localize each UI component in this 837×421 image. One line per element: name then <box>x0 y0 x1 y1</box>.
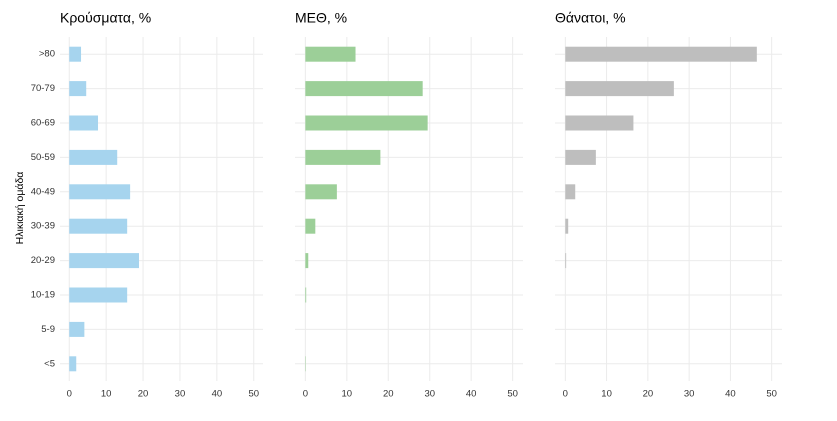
bar <box>69 115 99 131</box>
x-tick-label: 0 <box>67 389 72 400</box>
y-tick-label: 20-29 <box>31 255 55 266</box>
bar <box>305 253 309 269</box>
y-axis-label: Ηλικιακή ομάδα <box>14 172 26 245</box>
bar <box>69 149 118 165</box>
y-tick-label: 10-19 <box>31 290 55 301</box>
y-tick-label: 50-59 <box>31 152 55 163</box>
y-tick-label: >80 <box>39 49 55 60</box>
x-tick-label: 10 <box>342 389 353 400</box>
x-tick-label: 10 <box>101 389 112 400</box>
bar <box>305 184 337 200</box>
panel-title: Θάνατοι, % <box>555 10 626 26</box>
x-tick-label: 40 <box>725 389 736 400</box>
x-tick-label: 30 <box>424 389 435 400</box>
y-tick-label: 5-9 <box>41 324 55 335</box>
x-tick-label: 50 <box>248 389 259 400</box>
bar <box>305 115 428 131</box>
x-tick-label: 40 <box>212 389 223 400</box>
bar <box>69 218 128 234</box>
bar <box>69 356 77 372</box>
bar <box>565 46 757 62</box>
panel-title: ΜΕΘ, % <box>295 10 347 26</box>
bar <box>69 287 128 303</box>
bar <box>305 81 423 97</box>
x-tick-label: 50 <box>507 389 518 400</box>
x-tick-label: 40 <box>466 389 477 400</box>
bar <box>305 149 381 165</box>
x-tick-label: 10 <box>601 389 612 400</box>
bar <box>565 184 576 200</box>
x-tick-label: 50 <box>766 389 777 400</box>
x-tick-label: 20 <box>138 389 149 400</box>
bar <box>565 218 569 234</box>
bar <box>565 115 634 131</box>
x-tick-label: 30 <box>684 389 695 400</box>
x-tick-label: 20 <box>383 389 394 400</box>
bar <box>69 321 85 337</box>
x-tick-label: 0 <box>563 389 568 400</box>
y-tick-label: 30-39 <box>31 221 55 232</box>
bar <box>69 253 139 269</box>
bar <box>305 218 316 234</box>
y-tick-label: 70-79 <box>31 83 55 94</box>
bar <box>69 46 82 62</box>
panel-title: Κρούσματα, % <box>60 10 151 26</box>
bar <box>69 81 87 97</box>
bar <box>305 46 356 62</box>
y-tick-label: 60-69 <box>31 118 55 129</box>
bar <box>69 184 131 200</box>
bar <box>305 287 307 303</box>
x-tick-label: 30 <box>175 389 186 400</box>
bar <box>565 81 674 97</box>
y-tick-label: 40-49 <box>31 186 55 197</box>
x-tick-label: 0 <box>303 389 308 400</box>
x-tick-label: 20 <box>643 389 654 400</box>
y-tick-label: <5 <box>44 358 55 369</box>
bar <box>565 149 596 165</box>
bar <box>565 253 567 269</box>
